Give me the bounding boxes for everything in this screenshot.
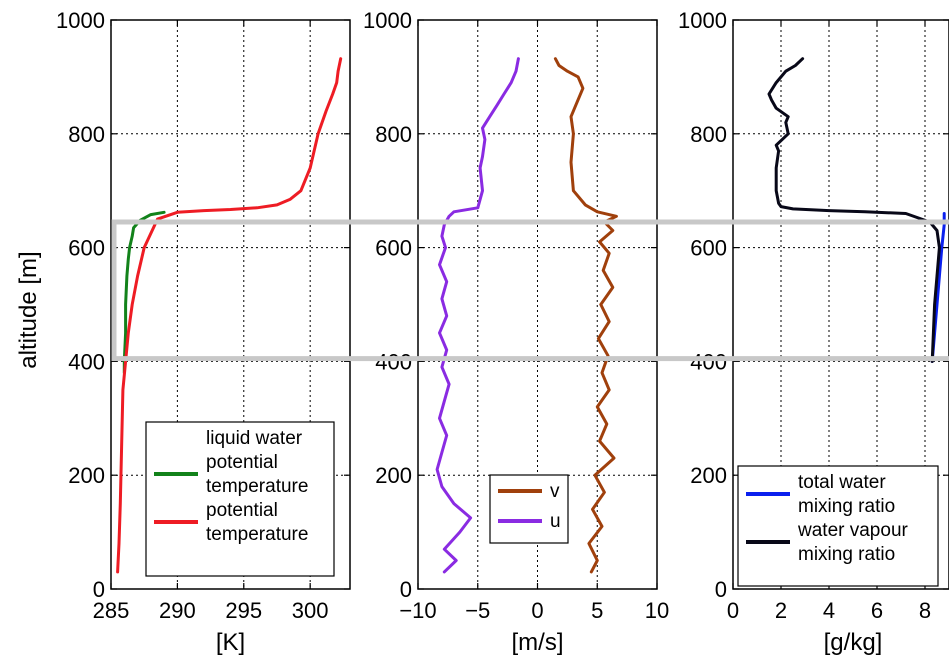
- legend-label: v: [550, 481, 560, 502]
- y-tick-label: 800: [68, 122, 105, 147]
- legend: vu: [489, 474, 569, 544]
- axes-frame: [732, 19, 949, 590]
- x-tick-label: 4: [823, 598, 835, 623]
- highlight-band: [111, 219, 949, 362]
- series-line-v: [553, 57, 618, 574]
- legend-label: temperature: [206, 476, 308, 497]
- x-tick-label: 5: [591, 598, 603, 623]
- x-tick-label: 2: [775, 598, 787, 623]
- legend-box: [145, 421, 335, 577]
- x-tick-label: 0: [531, 598, 543, 623]
- x-tick-label: 8: [919, 598, 931, 623]
- panel-2: −10 −5 0 5 10 0 200 400 600 800 1000 [m/s] vu: [363, 8, 669, 656]
- x-tick-label: 285: [93, 598, 130, 623]
- y-tick-label: 800: [690, 122, 727, 147]
- series-line-u: [435, 57, 520, 574]
- y-tick-label: 0: [93, 577, 105, 602]
- legend-label: water vapour: [797, 520, 909, 541]
- legend: total water mixing ratio water vapour mixin…: [737, 465, 939, 587]
- y-tick-label: 400: [68, 349, 105, 374]
- x-axis-label: [K]: [216, 629, 245, 656]
- legend-box: [737, 465, 939, 587]
- y-tick-label: 600: [68, 236, 105, 261]
- x-tick-label: 6: [871, 598, 883, 623]
- series-line-potential-temperature: [116, 57, 343, 574]
- legend-label: potential: [206, 452, 278, 473]
- y-tick-label: 400: [690, 349, 727, 374]
- panel-3: 0 2 4 6 8 0 200 400 600 800 1000 [g/kg] total water m…: [678, 8, 949, 656]
- legend-label: potential: [206, 500, 278, 521]
- legend: liquid water potential temperature potentia…: [145, 421, 335, 577]
- x-tick-label: 300: [292, 598, 329, 623]
- series-line-liquid-water-potential-temperature: [122, 210, 166, 375]
- y-tick-label: 1000: [363, 8, 412, 33]
- y-tick-label: 200: [68, 463, 105, 488]
- x-axis-label: [m/s]: [512, 629, 564, 656]
- panel-1: 285 290 295 300 0 200 400 600 800 1000 [K] liquid w…: [56, 8, 351, 656]
- legend-label: mixing ratio: [798, 544, 895, 565]
- y-tick-label: 600: [690, 236, 727, 261]
- y-tick-label: 1000: [678, 8, 727, 33]
- legend-box: [489, 474, 569, 544]
- y-tick-label: 200: [690, 463, 727, 488]
- y-tick-label: 0: [715, 577, 727, 602]
- legend-label: total water: [798, 472, 886, 493]
- x-tick-label: 0: [727, 598, 739, 623]
- y-tick-label: 800: [375, 122, 412, 147]
- y-tick-label: 600: [375, 236, 412, 261]
- y-tick-label: 1000: [56, 8, 105, 33]
- legend-label: mixing ratio: [798, 496, 895, 517]
- legend-label: temperature: [206, 524, 308, 545]
- x-tick-label: 295: [225, 598, 262, 623]
- y-tick-label: 0: [400, 577, 412, 602]
- x-tick-label: 290: [159, 598, 196, 623]
- y-axis-label: altitude [m]: [15, 251, 42, 368]
- axes-frame: [110, 19, 351, 590]
- legend-label: liquid water: [206, 428, 303, 449]
- x-tick-label: 10: [645, 598, 669, 623]
- legend-label: u: [550, 511, 561, 532]
- series-line-water-vapour-mixing-ratio: [767, 57, 941, 363]
- y-tick-label: 200: [375, 463, 412, 488]
- y-tick-label: 400: [375, 349, 412, 374]
- x-axis-label: [g/kg]: [824, 629, 883, 656]
- x-tick-label: −10: [399, 598, 436, 623]
- x-tick-label: −5: [465, 598, 490, 623]
